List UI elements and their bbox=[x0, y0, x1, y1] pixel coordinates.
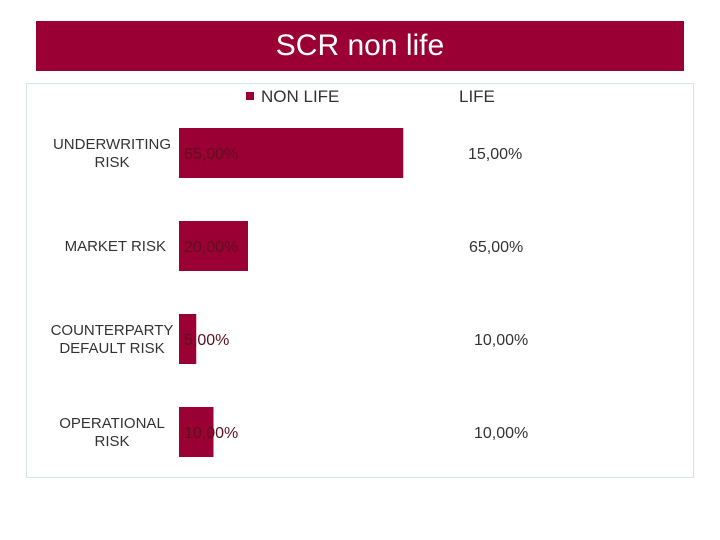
category-label-underwriting-risk-1: RISK bbox=[94, 154, 129, 171]
data-label-life-operational-risk: 10,00% bbox=[474, 425, 528, 442]
legend-swatch-non-life bbox=[246, 92, 254, 100]
data-label-non-life-operational-risk: 10,00% bbox=[184, 425, 238, 442]
title-bar: SCR non life bbox=[36, 21, 684, 71]
slide-title: SCR non life bbox=[275, 29, 445, 62]
data-label-life-market-risk: 65,00% bbox=[469, 239, 523, 256]
legend-label-life: LIFE bbox=[459, 87, 495, 106]
category-label-counterparty-default-risk-0: COUNTERPARTY bbox=[51, 322, 174, 339]
category-label-underwriting-risk-0: UNDERWRITING bbox=[53, 136, 171, 153]
category-label-operational-risk-1: RISK bbox=[94, 433, 129, 450]
legend-label-non-life: NON LIFE bbox=[261, 87, 339, 106]
category-label-counterparty-default-risk-1: DEFAULT RISK bbox=[59, 340, 164, 357]
category-label-operational-risk-0: OPERATIONAL bbox=[59, 415, 165, 432]
data-label-non-life-counterparty-default-risk: 5,00% bbox=[184, 332, 229, 349]
category-label-market-risk-0: MARKET RISK bbox=[65, 238, 166, 255]
bar-non-life-operational-risk bbox=[179, 407, 214, 457]
bar-non-life-underwriting-risk bbox=[179, 128, 404, 178]
data-label-non-life-underwriting-risk: 65,00% bbox=[184, 146, 238, 163]
bar-non-life-market-risk bbox=[179, 221, 248, 271]
data-label-life-counterparty-default-risk: 10,00% bbox=[474, 332, 528, 349]
chart-frame: NON LIFE LIFE UNDERWRITING RISK 65,00% 15,00%… bbox=[26, 83, 694, 478]
data-label-life-underwriting-risk: 15,00% bbox=[468, 146, 522, 163]
bar-non-life-counterparty-default-risk bbox=[179, 314, 197, 364]
data-label-non-life-market-risk: 20,00% bbox=[184, 239, 238, 256]
